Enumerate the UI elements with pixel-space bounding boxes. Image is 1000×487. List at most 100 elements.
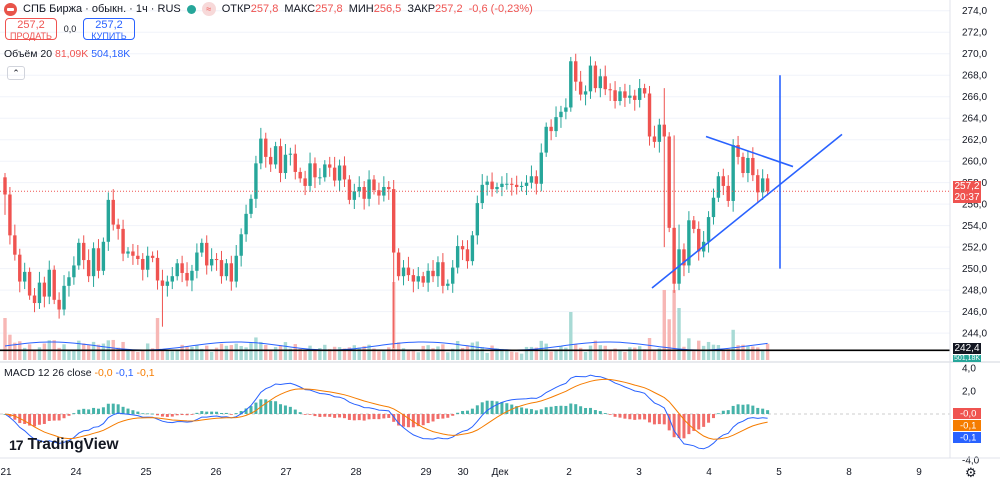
volume-bar [431, 348, 435, 360]
candle-body [588, 65, 593, 92]
candle-body [662, 124, 666, 137]
volume-bar [62, 344, 66, 360]
candle-body [8, 194, 12, 236]
flag-icon[interactable]: ≈ [201, 2, 216, 16]
candle-body [618, 91, 622, 102]
macd-histogram-bar [584, 407, 588, 414]
time-tick-label: 8 [846, 467, 852, 478]
volume-bar [229, 345, 234, 360]
candle-body [382, 186, 386, 196]
sell-button[interactable]: 257,2 ПРОДАТЬ [5, 18, 57, 41]
macd-histogram-bar [338, 414, 342, 418]
symbol-title[interactable]: СПБ Биржа · обыкн. · 1ч · RUS [23, 3, 181, 15]
macd-histogram-bar [160, 414, 164, 417]
candle-body [347, 179, 352, 200]
macd-histogram-bar [151, 413, 155, 415]
macd-legend[interactable]: MACD 12 26 close -0,0 -0,1 -0,1 [4, 366, 155, 380]
ohlc-values: ОТКР257,8 МАКС257,8 МИН256,5 ЗАКР257,2 -… [221, 3, 533, 15]
candle-body [332, 167, 337, 181]
candle-body [598, 76, 603, 89]
volume-bar [82, 343, 86, 360]
macd-histogram-bar [736, 404, 740, 414]
candle-body [313, 163, 317, 178]
volume-ma-line [4, 341, 768, 351]
macd-histogram-bar [200, 411, 204, 414]
macd-histogram-bar [451, 414, 455, 416]
volume-bar [687, 338, 691, 360]
candle-body [273, 146, 278, 165]
volume-bar [716, 345, 721, 360]
macd-tick-label: -4,0 [962, 456, 980, 467]
macd-histogram-bar [269, 400, 273, 414]
candle-body [32, 295, 37, 304]
volume-bar [441, 344, 445, 360]
candle-body [411, 275, 416, 282]
macd-histogram-bar [101, 407, 105, 414]
collapse-legend-icon[interactable]: ⌃ [7, 66, 25, 80]
price-tick-label: 260,0 [962, 157, 987, 168]
volume-legend[interactable]: Объём 20 81,09K 504,18K [4, 47, 130, 61]
candle-body [308, 163, 312, 186]
candle-body [441, 262, 445, 286]
volume-bar [756, 347, 760, 360]
volume-bar [209, 351, 214, 360]
macd-histogram-bar [593, 410, 597, 414]
macd-histogram-bar [529, 409, 533, 414]
volume-bar [86, 344, 91, 360]
macd-tick-label: 2,0 [962, 387, 976, 398]
market-status-icon[interactable] [186, 4, 196, 14]
volume-bar [180, 344, 184, 360]
volume-bar [396, 342, 401, 360]
settings-gear-icon[interactable]: ⚙ [965, 465, 977, 480]
price-tick-label: 248,0 [962, 286, 987, 297]
macd-histogram-bar [342, 414, 346, 419]
volume-bar [603, 345, 607, 360]
volume-bar [677, 308, 681, 360]
macd-histogram-bar [721, 410, 725, 414]
macd-line-value: -0,1 [115, 367, 134, 379]
macd-histogram-bar [588, 407, 592, 414]
macd-histogram-bar [431, 414, 435, 422]
macd-histogram-bar [333, 414, 337, 418]
macd-histogram-bar [726, 410, 730, 414]
candle-body [756, 175, 760, 193]
drawings [0, 75, 950, 352]
macd-histogram-bar [677, 414, 681, 439]
volume-bar [357, 347, 361, 360]
volume-value-1: 81,09K [54, 48, 89, 60]
macd-histogram-bar [308, 414, 312, 415]
volume-bar [633, 347, 637, 360]
volume-bar [337, 347, 342, 360]
candle-body [67, 277, 71, 286]
volume-bar [352, 345, 357, 360]
macd-histogram-bar [707, 414, 711, 423]
macd-histogram-bar [711, 414, 715, 419]
candle-body [185, 272, 189, 281]
macd-histogram-bar [180, 414, 184, 416]
time-tick-label: 30 [457, 467, 469, 478]
macd-histogram-bar [298, 412, 302, 414]
candle-body [377, 190, 381, 196]
change-value: -0,6 (-0,23%) [468, 3, 533, 15]
macd-histogram-bar [751, 405, 755, 414]
candle-body [234, 255, 238, 282]
macd-histogram-bar [377, 414, 381, 420]
volume-bar [72, 350, 76, 360]
buy-button[interactable]: 257,2 КУПИТЬ [83, 18, 135, 41]
time-tick-label: 3 [636, 467, 642, 478]
candle-body [367, 179, 371, 199]
macd-histogram-bar [520, 407, 524, 414]
volume-bar [544, 343, 548, 360]
candle-body [510, 183, 514, 185]
macd-histogram-bar [106, 403, 110, 414]
volume-bar [505, 351, 509, 360]
macd-histogram-bar [633, 414, 637, 420]
candle-body [229, 263, 234, 282]
macd-histogram-bar [402, 414, 406, 427]
volume-bar [628, 347, 632, 360]
macd-histogram-bar [515, 406, 519, 414]
price-tick-label: 262,0 [962, 135, 987, 146]
volume-bar [741, 344, 745, 360]
tradingview-logo[interactable]: 17 TradingView [9, 437, 119, 453]
